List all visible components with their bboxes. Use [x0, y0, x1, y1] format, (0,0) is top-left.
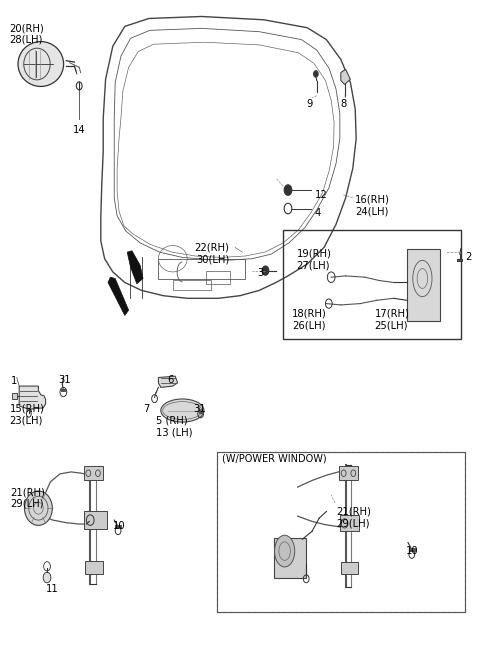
Bar: [173, 280, 211, 290]
Bar: [84, 511, 107, 529]
Ellipse shape: [18, 42, 63, 86]
Bar: [158, 259, 245, 279]
Ellipse shape: [24, 491, 52, 525]
Bar: [407, 249, 440, 321]
Bar: [85, 561, 103, 574]
Text: 14: 14: [73, 125, 85, 135]
Bar: [61, 389, 65, 391]
Text: 4: 4: [314, 207, 321, 218]
Text: 10: 10: [406, 546, 418, 556]
Text: (W/POWER WINDOW): (W/POWER WINDOW): [222, 453, 326, 463]
Bar: [409, 548, 415, 551]
Polygon shape: [108, 277, 129, 315]
Bar: [84, 466, 103, 480]
Bar: [457, 259, 462, 261]
Bar: [217, 452, 465, 612]
Bar: [339, 466, 358, 480]
Text: 19(RH)
27(LH): 19(RH) 27(LH): [297, 249, 332, 271]
Text: 5 (RH)
13 (LH): 5 (RH) 13 (LH): [156, 416, 192, 438]
Bar: [274, 538, 306, 578]
Bar: [340, 515, 359, 531]
Text: 9: 9: [306, 99, 313, 109]
Text: 11: 11: [46, 584, 58, 594]
Text: 15(RH)
23(LH): 15(RH) 23(LH): [10, 404, 45, 426]
Circle shape: [284, 185, 292, 195]
Bar: [206, 271, 230, 284]
Text: 31: 31: [59, 375, 71, 385]
Text: 1: 1: [11, 376, 18, 386]
Text: 12: 12: [314, 189, 327, 200]
Text: 17(RH)
25(LH): 17(RH) 25(LH): [374, 309, 409, 331]
Text: 2: 2: [465, 252, 471, 262]
Text: 7: 7: [143, 404, 150, 414]
Text: 22(RH)
30(LH): 22(RH) 30(LH): [194, 243, 229, 265]
Ellipse shape: [275, 535, 295, 567]
Bar: [341, 562, 358, 574]
Bar: [199, 411, 203, 413]
Text: 31: 31: [193, 404, 205, 414]
Text: 18(RH)
26(LH): 18(RH) 26(LH): [292, 309, 326, 331]
Polygon shape: [341, 69, 350, 84]
Text: 8: 8: [340, 99, 347, 109]
Polygon shape: [19, 386, 46, 409]
Bar: [283, 230, 461, 339]
Circle shape: [313, 71, 318, 77]
Bar: [115, 525, 121, 528]
Text: 21(RH)
29(LH): 21(RH) 29(LH): [336, 507, 371, 529]
Polygon shape: [127, 251, 143, 284]
Bar: [12, 393, 17, 399]
Bar: [217, 452, 465, 612]
Text: 6: 6: [167, 375, 174, 385]
Text: 20(RH)
28(LH): 20(RH) 28(LH): [10, 23, 44, 45]
Circle shape: [262, 266, 269, 275]
Polygon shape: [158, 376, 178, 387]
Circle shape: [43, 572, 51, 583]
Text: 16(RH)
24(LH): 16(RH) 24(LH): [355, 195, 390, 216]
Text: 21(RH)
29(LH): 21(RH) 29(LH): [11, 487, 46, 509]
Ellipse shape: [161, 399, 204, 422]
Text: 10: 10: [113, 521, 125, 531]
Text: 3: 3: [257, 267, 263, 278]
